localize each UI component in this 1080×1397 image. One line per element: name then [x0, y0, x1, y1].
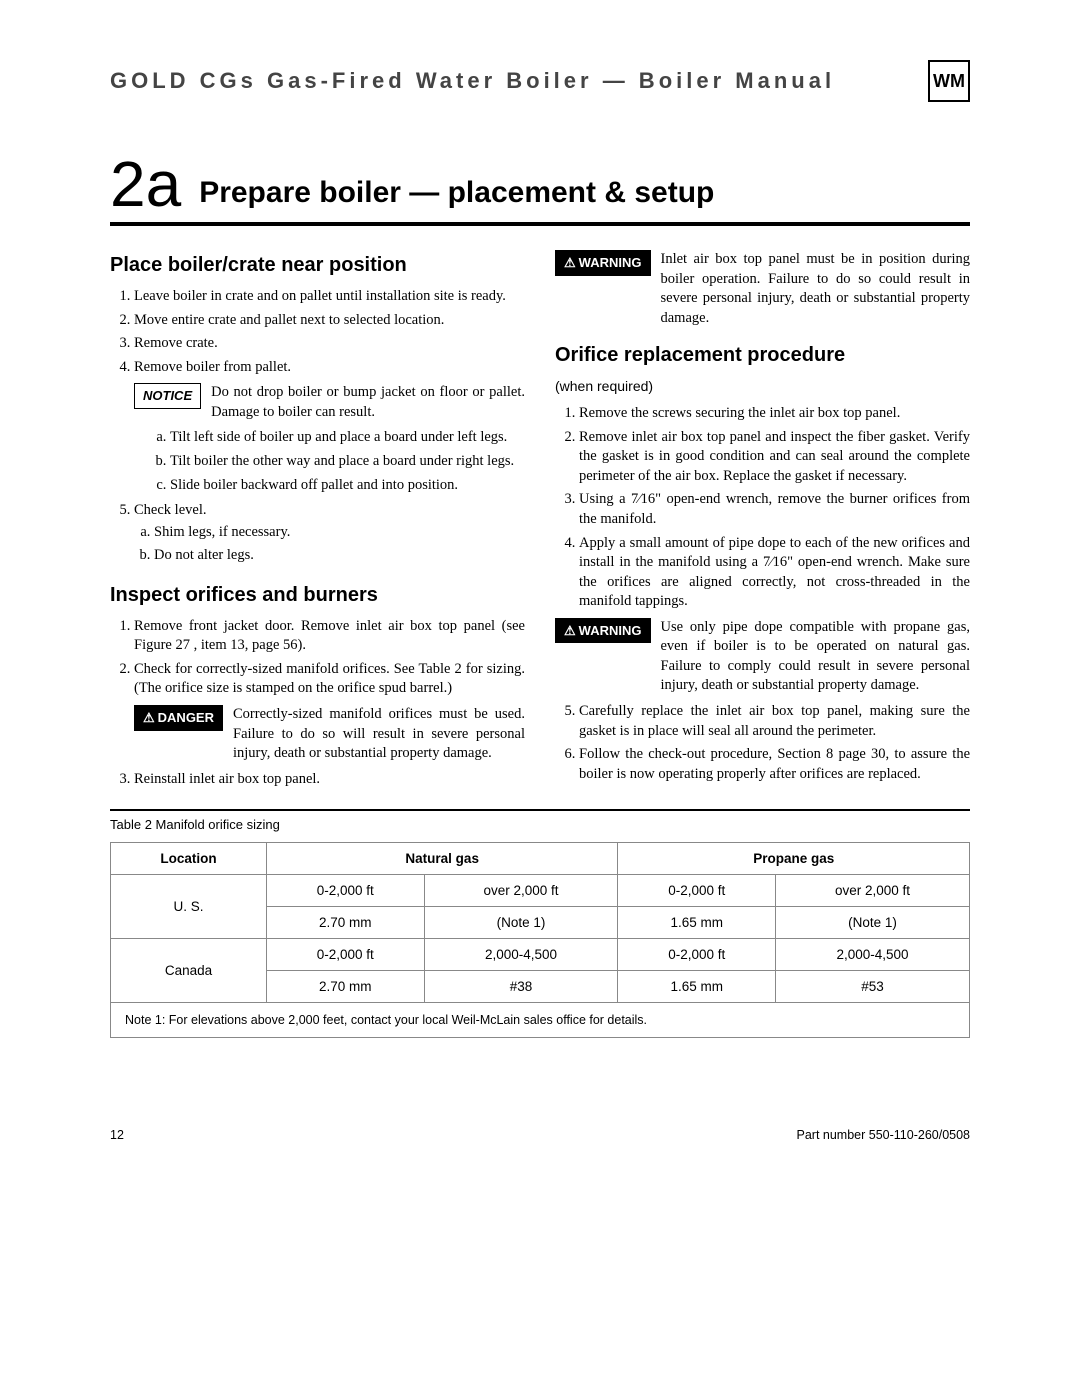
list-item: Using a 7⁄16" open-end wrench, remove th… [579, 490, 970, 529]
item-text: Check level. [134, 502, 206, 518]
cell: 2.70 mm [266, 907, 424, 939]
cell: 2,000-4,500 [424, 939, 618, 971]
inspect-list: Remove front jacket door. Remove inlet a… [110, 617, 525, 699]
danger-callout: DANGER Correctly-sized manifold orifices… [134, 705, 525, 764]
content-columns: Place boiler/crate near position Leave b… [110, 244, 970, 795]
inspect-list-cont: Reinstall inlet air box top panel. [110, 770, 525, 790]
section-number: 2a [110, 152, 181, 216]
list-item: Remove front jacket door. Remove inlet a… [134, 617, 525, 656]
list-item: Do not alter legs. [154, 546, 525, 566]
cell: 2.70 mm [266, 971, 424, 1003]
list-item: Check for correctly-sized manifold orifi… [134, 660, 525, 699]
place-boiler-heading: Place boiler/crate near position [110, 252, 525, 279]
list-item: Carefully replace the inlet air box top … [579, 702, 970, 741]
table-note: Note 1: For elevations above 2,000 feet,… [111, 1003, 970, 1038]
cell: 1.65 mm [618, 907, 776, 939]
cell: over 2,000 ft [424, 875, 618, 907]
table-note-row: Note 1: For elevations above 2,000 feet,… [111, 1003, 970, 1038]
check-level-sublist: Shim legs, if necessary. Do not alter le… [134, 523, 525, 566]
col-location: Location [111, 843, 267, 875]
cell: (Note 1) [776, 907, 970, 939]
notice-sublist: Tilt left side of boiler up and place a … [110, 428, 525, 495]
list-item: Slide boiler backward off pallet and int… [170, 476, 525, 496]
list-item: Remove boiler from pallet. [134, 358, 525, 378]
page-number: 12 [110, 1128, 124, 1142]
list-item: Follow the check-out procedure, Section … [579, 745, 970, 784]
list-item: Tilt boiler the other way and place a bo… [170, 452, 525, 472]
cell-us: U. S. [111, 875, 267, 939]
cell: 0-2,000 ft [618, 939, 776, 971]
section-heading: 2a Prepare boiler — placement & setup [110, 152, 970, 226]
section-title: Prepare boiler — placement & setup [199, 176, 714, 216]
list-item: Tilt left side of boiler up and place a … [170, 428, 525, 448]
orifice-list: Remove the screws securing the inlet air… [555, 404, 970, 612]
notice-callout: NOTICE Do not drop boiler or bump jacket… [134, 383, 525, 422]
warning-text: Use only pipe dope compatible with propa… [661, 618, 971, 696]
danger-text: Correctly-sized manifold orifices must b… [233, 705, 525, 764]
danger-label: DANGER [134, 705, 223, 731]
notice-text: Do not drop boiler or bump jacket on flo… [211, 383, 525, 422]
orifice-list-cont: Carefully replace the inlet air box top … [555, 702, 970, 784]
cell: 0-2,000 ft [266, 875, 424, 907]
col-propane-gas: Propane gas [618, 843, 970, 875]
when-required: (when required) [555, 377, 970, 396]
table-divider [110, 809, 970, 811]
place-boiler-list: Leave boiler in crate and on pallet unti… [110, 287, 525, 377]
list-item: Move entire crate and pallet next to sel… [134, 311, 525, 331]
part-number: Part number 550-110-260/0508 [797, 1128, 971, 1142]
list-item: Remove crate. [134, 334, 525, 354]
warning-callout-top: WARNING Inlet air box top panel must be … [555, 250, 970, 328]
orifice-sizing-table: Location Natural gas Propane gas U. S. 0… [110, 842, 970, 1038]
orifice-heading: Orifice replacement procedure [555, 342, 970, 369]
inspect-heading: Inspect orifices and burners [110, 582, 525, 609]
table-caption: Table 2 Manifold orifice sizing [110, 817, 970, 832]
warning-text: Inlet air box top panel must be in posit… [661, 250, 971, 328]
manual-title: GOLD CGs Gas-Fired Water Boiler — Boiler… [110, 68, 835, 94]
right-column: WARNING Inlet air box top panel must be … [555, 244, 970, 795]
list-item: Check level. Shim legs, if necessary. Do… [134, 501, 525, 566]
page-footer: 12 Part number 550-110-260/0508 [110, 1128, 970, 1142]
left-column: Place boiler/crate near position Leave b… [110, 244, 525, 795]
cell: #38 [424, 971, 618, 1003]
warning-callout-mid: WARNING Use only pipe dope compatible wi… [555, 618, 970, 696]
col-natural-gas: Natural gas [266, 843, 617, 875]
table-row: U. S. 0-2,000 ft over 2,000 ft 0-2,000 f… [111, 875, 970, 907]
cell: (Note 1) [424, 907, 618, 939]
list-item: Remove the screws securing the inlet air… [579, 404, 970, 424]
warning-label: WARNING [555, 618, 651, 644]
warning-label: WARNING [555, 250, 651, 276]
check-level-list: Check level. Shim legs, if necessary. Do… [110, 501, 525, 566]
cell: 2,000-4,500 [776, 939, 970, 971]
cell-canada: Canada [111, 939, 267, 1003]
table-row: Canada 0-2,000 ft 2,000-4,500 0-2,000 ft… [111, 939, 970, 971]
cell: 1.65 mm [618, 971, 776, 1003]
notice-label: NOTICE [134, 383, 201, 409]
list-item: Shim legs, if necessary. [154, 523, 525, 543]
cell: over 2,000 ft [776, 875, 970, 907]
list-item: Apply a small amount of pipe dope to eac… [579, 534, 970, 612]
list-item: Reinstall inlet air box top panel. [134, 770, 525, 790]
page-header: GOLD CGs Gas-Fired Water Boiler — Boiler… [110, 60, 970, 102]
cell: 0-2,000 ft [266, 939, 424, 971]
cell: #53 [776, 971, 970, 1003]
brand-logo: WM [928, 60, 970, 102]
table-header-row: Location Natural gas Propane gas [111, 843, 970, 875]
list-item: Leave boiler in crate and on pallet unti… [134, 287, 525, 307]
cell: 0-2,000 ft [618, 875, 776, 907]
list-item: Remove inlet air box top panel and inspe… [579, 428, 970, 487]
